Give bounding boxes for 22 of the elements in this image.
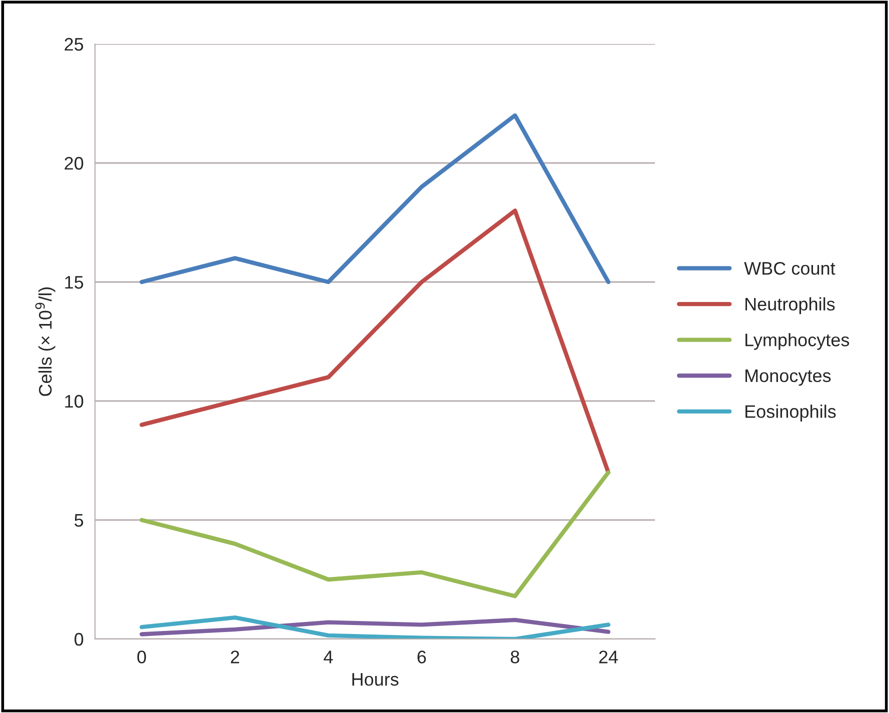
x-tick-label: 4 <box>324 650 333 664</box>
x-tick-label: 6 <box>418 650 426 664</box>
x-tick-label: 2 <box>230 650 240 664</box>
y-tick-label: 5 <box>74 514 84 527</box>
x-axis-title: Hours <box>352 673 398 686</box>
x-tick-label: 8 <box>510 650 520 664</box>
line-series <box>140 208 610 474</box>
y-tick-label: 0 <box>74 632 84 646</box>
y-tick-label: 20 <box>64 156 84 170</box>
legend-label: Monocytes <box>746 370 831 386</box>
y-tick-label: 25 <box>64 38 84 51</box>
y-tick-label: 10 <box>65 394 84 408</box>
y-tick-label: 15 <box>65 276 84 289</box>
legend-label: Neutrophils <box>746 297 835 314</box>
x-tick-label: 0 <box>137 650 146 664</box>
x-tick-label: 24 <box>599 650 618 664</box>
line-series <box>140 470 610 598</box>
y-axis-title: Cells (× 10$^{9}$/l) <box>35 287 56 396</box>
legend-label: Lymphocytes <box>746 333 850 350</box>
legend-label: WBC count <box>744 262 836 275</box>
legend-label: Eosinophils <box>746 404 836 422</box>
line-series <box>140 113 610 284</box>
